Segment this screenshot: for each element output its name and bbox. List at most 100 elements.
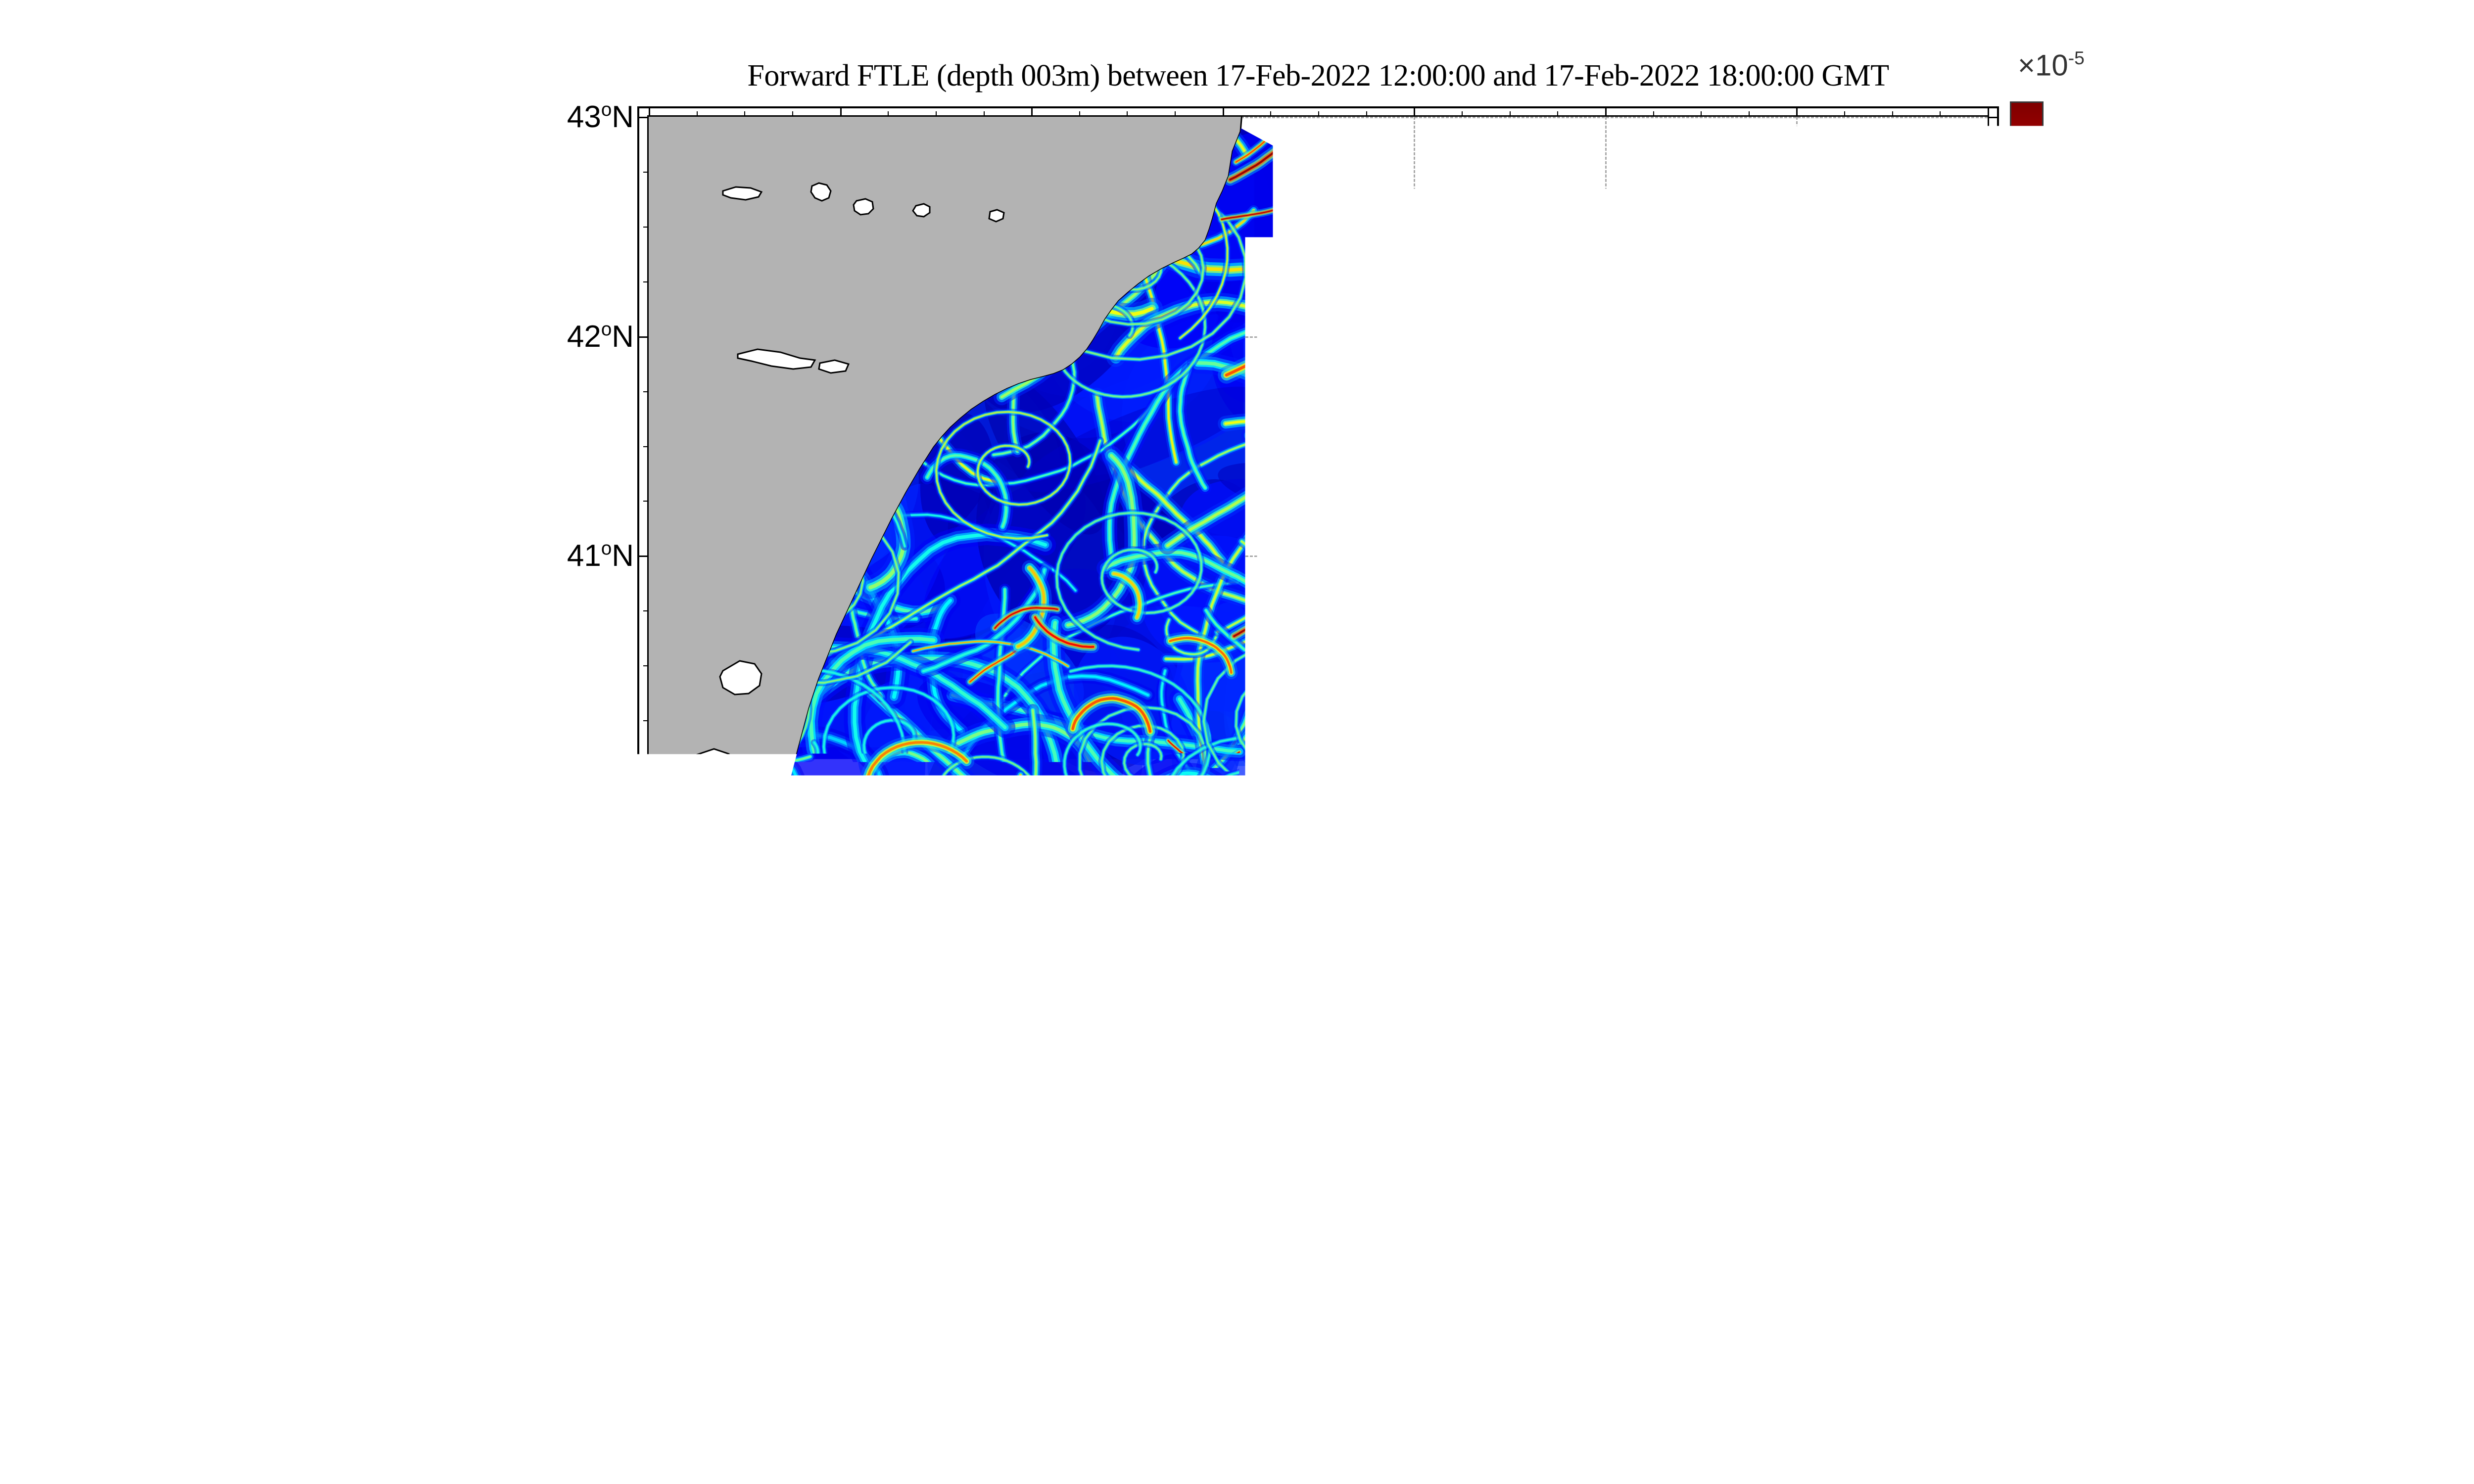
ftle-ridge (1853, 1040, 1988, 1137)
ftle-eddy-spiral (649, 163, 807, 333)
ftle-background-patch (1618, 979, 1865, 1208)
ftle-ridge (1569, 117, 1677, 243)
x-axis-minor-tick (1892, 111, 1893, 117)
x-axis-minor-tick (1844, 1302, 1845, 1307)
ftle-ridge (1853, 1040, 1988, 1137)
y-axis-minor-tick (643, 227, 649, 228)
ftle-ridge (1872, 225, 1988, 346)
ftle-ridge (649, 1202, 725, 1302)
y-tick-label: 43oN (535, 99, 634, 135)
x-axis-minor-tick (1079, 111, 1080, 117)
ftle-ridge (720, 250, 847, 383)
ftle-ridge (801, 117, 902, 231)
colorbar[interactable] (2010, 101, 2044, 1291)
ftle-ridge (1923, 817, 1988, 872)
ftle-eddy-spiral (1608, 1171, 1722, 1275)
ftle-ridge (1553, 1020, 1710, 1053)
ftle-eddy-spiral (669, 171, 801, 274)
colorbar-tick-label: 6 (2056, 538, 2073, 573)
ftle-ridge (750, 204, 934, 330)
ftle-ridge (1719, 163, 1879, 359)
ftle-ridge (649, 269, 685, 503)
ftle-background-patch (658, 1098, 790, 1273)
ftle-ridge (1643, 117, 1783, 198)
ftle-ridge (1891, 117, 1988, 261)
ftle-ridge (1618, 1056, 1738, 1205)
ftle-background-patch (651, 117, 899, 244)
ftle-ridge (1753, 144, 1929, 264)
ftle-ridge (649, 939, 793, 1048)
x-axis-minor-tick (1175, 111, 1176, 117)
ftle-background-patch (1894, 151, 1988, 384)
ftle-ridge (1694, 1213, 1894, 1302)
y-axis-minor-tick (643, 446, 649, 447)
ftle-background-patch (649, 547, 774, 782)
ftle-ridge (1618, 1056, 1738, 1205)
ftle-ridge (1681, 117, 1908, 140)
ftle-ridge (1853, 1040, 1988, 1137)
ftle-ridge (1829, 1005, 1988, 1115)
ftle-ridge (1737, 117, 1803, 207)
ftle-ridge (1925, 376, 1988, 475)
ftle-eddy-spiral (649, 117, 769, 285)
ftle-ridge (649, 884, 681, 976)
ftle-ridge (649, 920, 702, 1038)
ftle-ridge (1764, 149, 1888, 245)
ftle-ridge (736, 117, 938, 192)
ftle-eddy-spiral (808, 117, 900, 167)
ftle-ridge (649, 145, 720, 186)
ftle-ridge (1530, 1213, 1595, 1302)
x-axis-minor-tick (1749, 1302, 1750, 1307)
ftle-ridge (1891, 117, 1988, 261)
ftle-ridge (888, 1288, 1215, 1302)
ftle-background-patch (690, 215, 845, 368)
ftle-ridge (1629, 1201, 1759, 1302)
ftle-ridge (864, 1126, 944, 1225)
ftle-ridge (1469, 117, 1568, 159)
ftle-ridge (1921, 303, 1988, 321)
ftle-ridge (649, 796, 727, 990)
ftle-ridge (792, 1200, 968, 1302)
ftle-ridge (1796, 117, 1939, 261)
ftle-ridge (1764, 149, 1888, 245)
ftle-ridge (1712, 328, 1886, 351)
ftle-ridge (1930, 148, 1988, 299)
ftle-ridge (1501, 117, 1781, 193)
ftle-ridge (1688, 178, 1887, 266)
ftle-background-patch (657, 1136, 903, 1302)
ftle-ridge (1306, 1242, 1391, 1302)
ftle-ridge (658, 861, 686, 1027)
ftle-ridge (649, 269, 685, 503)
ftle-ridge (792, 1200, 968, 1302)
ftle-background-patch (1644, 964, 1883, 1198)
ftle-ridge (1802, 249, 1968, 415)
ftle-ridge (1737, 117, 1803, 207)
ftle-eddy-spiral (963, 170, 1033, 241)
ftle-eddy-spiral (669, 171, 801, 274)
x-axis-tick (649, 106, 650, 117)
ftle-ridge (1061, 117, 1150, 210)
ftle-background-patch (1774, 117, 1977, 267)
ftle-ridge (781, 1057, 856, 1124)
ftle-ridge (1723, 162, 1975, 256)
ftle-ridge (649, 598, 751, 855)
ftle-eddy-spiral (649, 117, 769, 285)
ftle-ridge (1694, 1213, 1894, 1302)
ftle-ridge (792, 1200, 968, 1302)
y-axis-minor-tick (1988, 1269, 1993, 1270)
ftle-ridge (1546, 199, 1619, 216)
ftle-ridge (941, 1199, 1024, 1302)
ftle-ridge (811, 981, 822, 1091)
ftle-ridge (743, 729, 784, 1105)
ftle-ridge (736, 117, 938, 192)
ftle-ridge (1737, 117, 1803, 207)
y-axis-minor-tick (643, 665, 649, 666)
x-axis-tick (1605, 1302, 1607, 1312)
ftle-ridge (1868, 910, 1976, 1032)
ftle-ridge (1723, 162, 1975, 256)
ftle-ridge (1872, 225, 1988, 346)
ftle-background-patch (708, 916, 849, 1056)
ftle-background-patch (649, 1084, 847, 1302)
ftle-ridge (912, 117, 990, 149)
ftle-ridge (1651, 177, 1762, 278)
